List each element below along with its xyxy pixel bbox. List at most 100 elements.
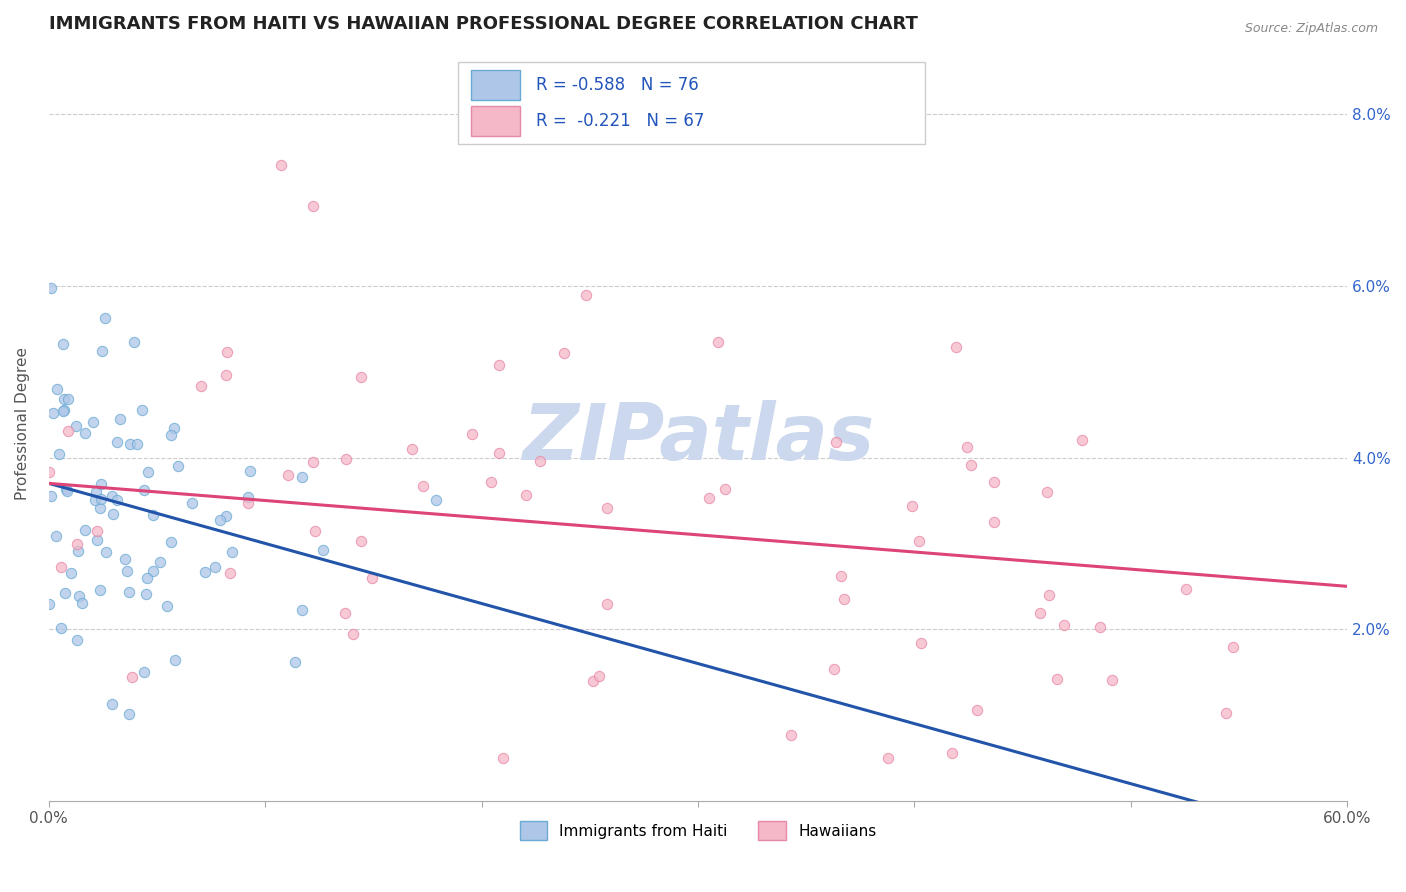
Point bbox=[335, 606, 357, 620]
Point bbox=[492, 751, 515, 765]
Point bbox=[588, 669, 610, 683]
Point bbox=[45, 529, 67, 543]
Point bbox=[70, 596, 93, 610]
Point bbox=[159, 535, 181, 549]
Point bbox=[121, 669, 143, 683]
Point bbox=[425, 492, 447, 507]
Point bbox=[714, 482, 737, 496]
Point bbox=[515, 488, 537, 502]
Point bbox=[983, 515, 1005, 529]
Point bbox=[239, 464, 262, 478]
Point bbox=[312, 542, 335, 557]
Point bbox=[461, 426, 484, 441]
Point bbox=[86, 533, 108, 548]
Point bbox=[291, 469, 314, 483]
Point bbox=[125, 437, 148, 451]
Point bbox=[277, 468, 299, 483]
Point bbox=[302, 198, 325, 212]
Point bbox=[86, 524, 108, 539]
Point bbox=[49, 560, 72, 574]
Point bbox=[118, 436, 141, 450]
Point bbox=[824, 435, 846, 450]
Bar bbox=[471, 106, 520, 136]
Point bbox=[131, 403, 153, 417]
Point bbox=[163, 652, 186, 666]
Point bbox=[65, 418, 87, 433]
Point bbox=[956, 440, 979, 454]
Point bbox=[238, 491, 260, 505]
Point bbox=[342, 626, 364, 640]
Point bbox=[53, 586, 76, 600]
Point bbox=[350, 370, 373, 384]
Point bbox=[163, 421, 186, 435]
Point bbox=[832, 592, 855, 607]
Point bbox=[193, 565, 215, 579]
Point bbox=[66, 544, 89, 558]
Point bbox=[1036, 485, 1059, 500]
Text: ZIPatlas: ZIPatlas bbox=[522, 401, 875, 476]
Point bbox=[208, 513, 231, 527]
Point bbox=[101, 698, 124, 712]
Point bbox=[39, 489, 62, 503]
Point bbox=[55, 482, 77, 496]
Point bbox=[966, 703, 988, 717]
Point bbox=[270, 158, 292, 172]
Point bbox=[118, 706, 141, 721]
Point bbox=[190, 379, 212, 393]
Point bbox=[82, 415, 104, 429]
Point bbox=[84, 492, 107, 507]
Point bbox=[215, 508, 238, 523]
FancyBboxPatch shape bbox=[458, 62, 925, 144]
Point bbox=[159, 428, 181, 442]
Point bbox=[66, 633, 89, 648]
Point bbox=[901, 500, 924, 514]
Point bbox=[479, 475, 502, 490]
Point bbox=[960, 458, 983, 473]
Point bbox=[1222, 640, 1244, 654]
Point bbox=[149, 555, 172, 569]
Point bbox=[132, 665, 155, 680]
Point bbox=[56, 484, 79, 499]
Point bbox=[284, 655, 307, 669]
Point bbox=[1053, 618, 1076, 632]
Point bbox=[108, 412, 131, 426]
Text: Source: ZipAtlas.com: Source: ZipAtlas.com bbox=[1244, 22, 1378, 36]
Point bbox=[350, 533, 373, 548]
Point bbox=[529, 454, 551, 468]
Point bbox=[596, 597, 619, 611]
Point bbox=[52, 337, 75, 351]
Point bbox=[581, 673, 603, 688]
Point bbox=[780, 728, 803, 742]
Point bbox=[575, 288, 598, 302]
Point bbox=[38, 597, 60, 611]
Y-axis label: Professional Degree: Professional Degree bbox=[15, 347, 30, 500]
Point bbox=[291, 603, 314, 617]
Point bbox=[94, 311, 117, 326]
Point bbox=[218, 566, 240, 580]
Point bbox=[134, 483, 156, 497]
Point bbox=[118, 585, 141, 599]
Point bbox=[908, 533, 931, 548]
Point bbox=[49, 621, 72, 635]
Point bbox=[115, 564, 138, 578]
Point bbox=[86, 485, 108, 500]
Point bbox=[830, 569, 852, 583]
Point bbox=[553, 346, 575, 360]
Point bbox=[302, 455, 325, 469]
Point bbox=[180, 496, 202, 510]
Point bbox=[66, 536, 89, 550]
Point bbox=[877, 751, 900, 765]
Text: R = -0.588   N = 76: R = -0.588 N = 76 bbox=[536, 76, 699, 94]
Point bbox=[1046, 672, 1069, 686]
Point bbox=[136, 465, 159, 479]
Point bbox=[56, 392, 79, 407]
Point bbox=[1038, 588, 1060, 602]
Point bbox=[46, 382, 69, 396]
Point bbox=[941, 746, 963, 760]
Point bbox=[360, 571, 382, 585]
Point bbox=[215, 345, 238, 359]
Point bbox=[96, 545, 118, 559]
Point bbox=[67, 589, 90, 603]
Point bbox=[236, 496, 259, 510]
Point bbox=[58, 425, 80, 439]
